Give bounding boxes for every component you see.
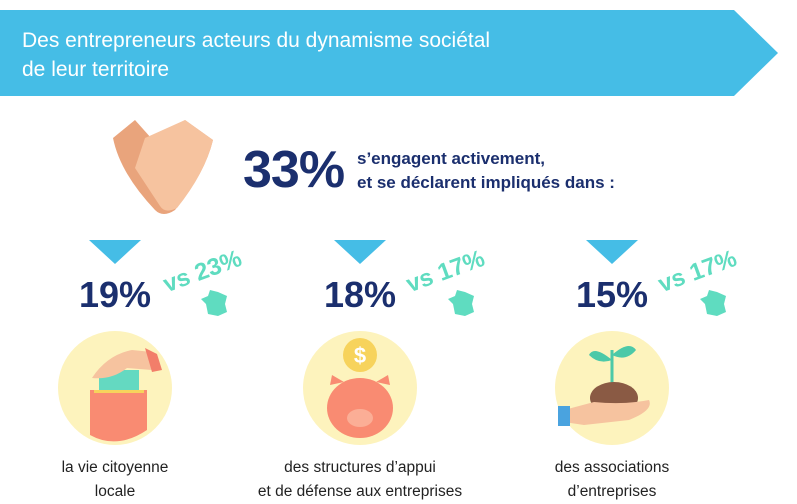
handshake-icon — [113, 120, 213, 214]
title-banner: Des entrepreneurs acteurs du dynamisme s… — [0, 10, 778, 96]
down-arrow-icon — [586, 240, 638, 264]
label-line-2: et de défense aux entreprises — [257, 483, 463, 500]
item-percent: 18% — [323, 274, 397, 315]
label-line-1: des structures d’appui — [284, 459, 436, 476]
label-line-2: d’entreprises — [567, 483, 657, 500]
label-line-1: la vie citoyenne — [61, 459, 169, 476]
label-line-2: locale — [94, 483, 136, 500]
plant-in-hand-icon — [555, 331, 669, 445]
item-label: des associations d’entreprises — [467, 456, 757, 504]
svg-text:$: $ — [354, 343, 366, 368]
page-title: Des entrepreneurs acteurs du dynamisme s… — [22, 26, 490, 84]
item-percent: 19% — [78, 274, 152, 315]
down-arrow-icon — [334, 240, 386, 264]
headline-percent: 33% — [243, 141, 345, 199]
headline-line-2: et se déclarent impliqués dans : — [357, 173, 615, 192]
headline-text: s’engagent activement, et se déclarent im… — [357, 147, 615, 195]
piggy-bank-icon: $ — [303, 331, 417, 445]
item-label: la vie citoyenne locale — [0, 456, 260, 504]
down-arrow-icon — [89, 240, 141, 264]
label-line-1: des associations — [554, 459, 670, 476]
item-percent: 15% — [575, 274, 649, 315]
title-line-2: de leur territoire — [22, 58, 170, 81]
item-label: des structures d’appui et de défense aux … — [215, 456, 505, 504]
france-map-icon — [700, 290, 726, 316]
france-map-icon — [448, 290, 474, 316]
ballot-box-icon — [58, 331, 172, 445]
france-map-icon — [201, 290, 227, 316]
title-line-1: Des entrepreneurs acteurs du dynamisme s… — [22, 29, 491, 52]
headline-line-1: s’engagent activement, — [357, 149, 546, 168]
